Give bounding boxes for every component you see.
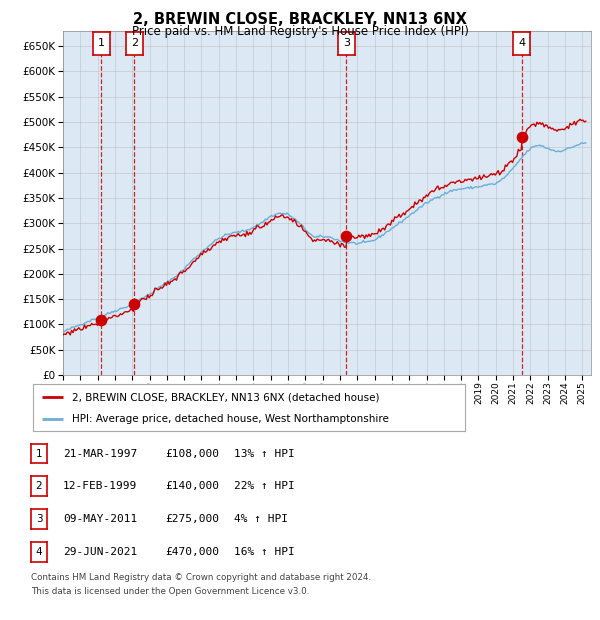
Text: £140,000: £140,000	[165, 481, 219, 492]
Text: Price paid vs. HM Land Registry's House Price Index (HPI): Price paid vs. HM Land Registry's House …	[131, 25, 469, 38]
Point	[130, 299, 139, 309]
Text: £275,000: £275,000	[165, 514, 219, 525]
Text: £470,000: £470,000	[165, 547, 219, 557]
Point	[517, 132, 526, 142]
Text: This data is licensed under the Open Government Licence v3.0.: This data is licensed under the Open Gov…	[31, 587, 310, 596]
Text: 3: 3	[35, 514, 43, 525]
Text: 13% ↑ HPI: 13% ↑ HPI	[234, 448, 295, 459]
Text: 1: 1	[35, 448, 43, 459]
Text: 2: 2	[35, 481, 43, 492]
Text: 2, BREWIN CLOSE, BRACKLEY, NN13 6NX: 2, BREWIN CLOSE, BRACKLEY, NN13 6NX	[133, 12, 467, 27]
Text: 2: 2	[131, 38, 138, 48]
Point	[97, 316, 106, 326]
Text: 2, BREWIN CLOSE, BRACKLEY, NN13 6NX (detached house): 2, BREWIN CLOSE, BRACKLEY, NN13 6NX (det…	[72, 392, 379, 402]
Text: 4% ↑ HPI: 4% ↑ HPI	[234, 514, 288, 525]
Text: 16% ↑ HPI: 16% ↑ HPI	[234, 547, 295, 557]
Text: 09-MAY-2011: 09-MAY-2011	[63, 514, 137, 525]
Text: HPI: Average price, detached house, West Northamptonshire: HPI: Average price, detached house, West…	[72, 414, 389, 424]
Text: 4: 4	[35, 547, 43, 557]
Point	[341, 231, 351, 241]
Text: 22% ↑ HPI: 22% ↑ HPI	[234, 481, 295, 492]
Text: 1: 1	[98, 38, 105, 48]
Text: 12-FEB-1999: 12-FEB-1999	[63, 481, 137, 492]
Text: Contains HM Land Registry data © Crown copyright and database right 2024.: Contains HM Land Registry data © Crown c…	[31, 574, 371, 583]
Text: 29-JUN-2021: 29-JUN-2021	[63, 547, 137, 557]
Text: 4: 4	[518, 38, 525, 48]
Text: 21-MAR-1997: 21-MAR-1997	[63, 448, 137, 459]
Text: £108,000: £108,000	[165, 448, 219, 459]
Text: 3: 3	[343, 38, 350, 48]
